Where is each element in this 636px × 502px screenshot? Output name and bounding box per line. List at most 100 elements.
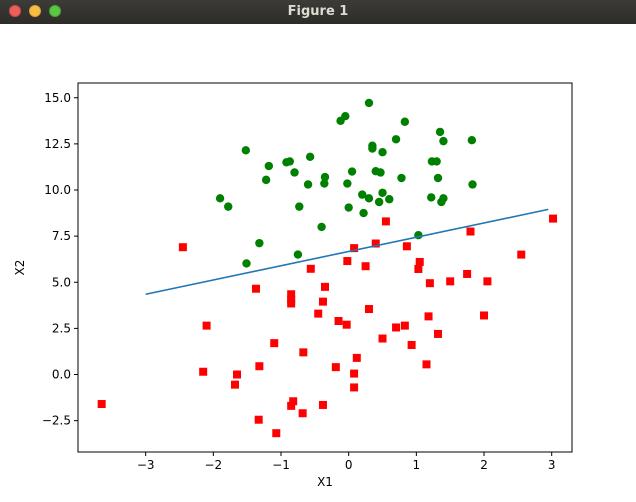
circle-point: [285, 157, 295, 166]
square-point: [549, 214, 558, 223]
window-title: Figure 1: [287, 4, 349, 19]
circle-point: [467, 135, 477, 145]
circle-point: [255, 238, 264, 248]
circle-point: [264, 161, 274, 171]
square-point: [422, 360, 431, 369]
square-point: [287, 401, 296, 410]
square-point: [314, 309, 323, 318]
square-point: [517, 250, 526, 259]
plot-marks: [97, 98, 558, 438]
square-point: [361, 262, 370, 271]
square-point: [343, 257, 352, 266]
circle-point: [317, 222, 326, 232]
square-point: [446, 277, 455, 286]
square-point: [331, 363, 340, 372]
square-point: [483, 277, 492, 286]
square-point: [318, 400, 327, 409]
square-point: [463, 269, 472, 278]
circle-point: [437, 197, 446, 207]
square-point: [334, 317, 343, 326]
circle-point: [427, 193, 436, 202]
circle-point: [432, 157, 441, 166]
circle-point: [397, 173, 406, 183]
square-point: [378, 334, 387, 343]
circle-point: [242, 259, 251, 268]
close-window-button[interactable]: [9, 5, 21, 17]
x-tick-label: 1: [413, 458, 421, 472]
circle-point: [224, 202, 233, 211]
circle-point: [400, 117, 410, 126]
square-point: [287, 299, 296, 308]
square-point: [306, 264, 315, 273]
square-point: [350, 383, 359, 392]
circle-point: [385, 195, 394, 204]
circle-point: [344, 203, 353, 212]
square-point: [424, 312, 433, 321]
square-point: [318, 297, 327, 306]
square-point: [202, 321, 211, 330]
square-point: [97, 400, 106, 409]
square-point: [392, 323, 401, 332]
square-point: [371, 239, 380, 248]
x-tick-label: −3: [137, 458, 155, 472]
y-tick-label: 7.5: [52, 229, 71, 243]
x-tick-label: 3: [548, 458, 556, 472]
square-point: [400, 321, 409, 330]
square-point: [414, 264, 423, 273]
circle-point: [343, 179, 352, 188]
circle-point: [293, 250, 303, 259]
x-axis-label: X1: [317, 475, 333, 489]
y-axis-label: X2: [13, 260, 27, 276]
circle-point: [376, 168, 385, 177]
square-point: [350, 369, 359, 378]
square-point: [287, 290, 296, 299]
square-point: [407, 340, 416, 349]
square-point: [270, 339, 279, 348]
square-point: [199, 367, 208, 376]
circle-point: [305, 152, 315, 161]
square-point: [415, 257, 424, 266]
circle-point: [378, 147, 387, 157]
square-point: [425, 279, 434, 288]
maximize-window-button[interactable]: [49, 5, 61, 17]
square-point: [434, 329, 443, 338]
minimize-window-button[interactable]: [29, 5, 41, 17]
circle-point: [359, 208, 368, 218]
y-tick-label: 2.5: [52, 321, 71, 335]
circle-point: [364, 194, 374, 203]
square-point: [321, 282, 329, 291]
square-point: [272, 429, 281, 438]
circle-point: [435, 127, 445, 137]
y-tick-label: 10.0: [44, 183, 71, 197]
square-point: [466, 227, 475, 236]
square-point: [352, 353, 361, 362]
y-tick-label: 15.0: [44, 91, 71, 105]
scatter-chart: −3 −2 −1 0 1 2 3 −2.5 0.0 2.5 5.0 7.5 10.0 12.5 15.0 X…: [13, 82, 573, 489]
square-point: [480, 311, 489, 320]
square-point: [230, 380, 239, 389]
circle-point: [433, 173, 443, 183]
square-point: [178, 243, 187, 252]
circle-point: [336, 116, 345, 126]
y-tick-label: 5.0: [52, 275, 71, 289]
circle-point: [241, 146, 251, 155]
square-point: [342, 320, 351, 329]
circle-point: [320, 172, 330, 182]
circle-point: [368, 144, 377, 153]
circle-point: [364, 98, 374, 108]
square-point: [233, 370, 242, 379]
circle-point: [303, 180, 313, 189]
circle-point: [468, 180, 477, 189]
circle-point: [215, 194, 225, 203]
y-tick-label: 12.5: [44, 137, 71, 151]
y-tick-label: 0.0: [52, 368, 71, 382]
circle-point: [358, 190, 367, 199]
square-point: [350, 244, 359, 253]
circle-point: [439, 136, 448, 146]
circle-point: [295, 202, 304, 211]
circle-point: [320, 179, 329, 188]
x-tick-label: 2: [480, 458, 488, 472]
square-point: [402, 242, 411, 251]
circle-point: [378, 188, 387, 197]
x-tick-label: −2: [204, 458, 222, 472]
